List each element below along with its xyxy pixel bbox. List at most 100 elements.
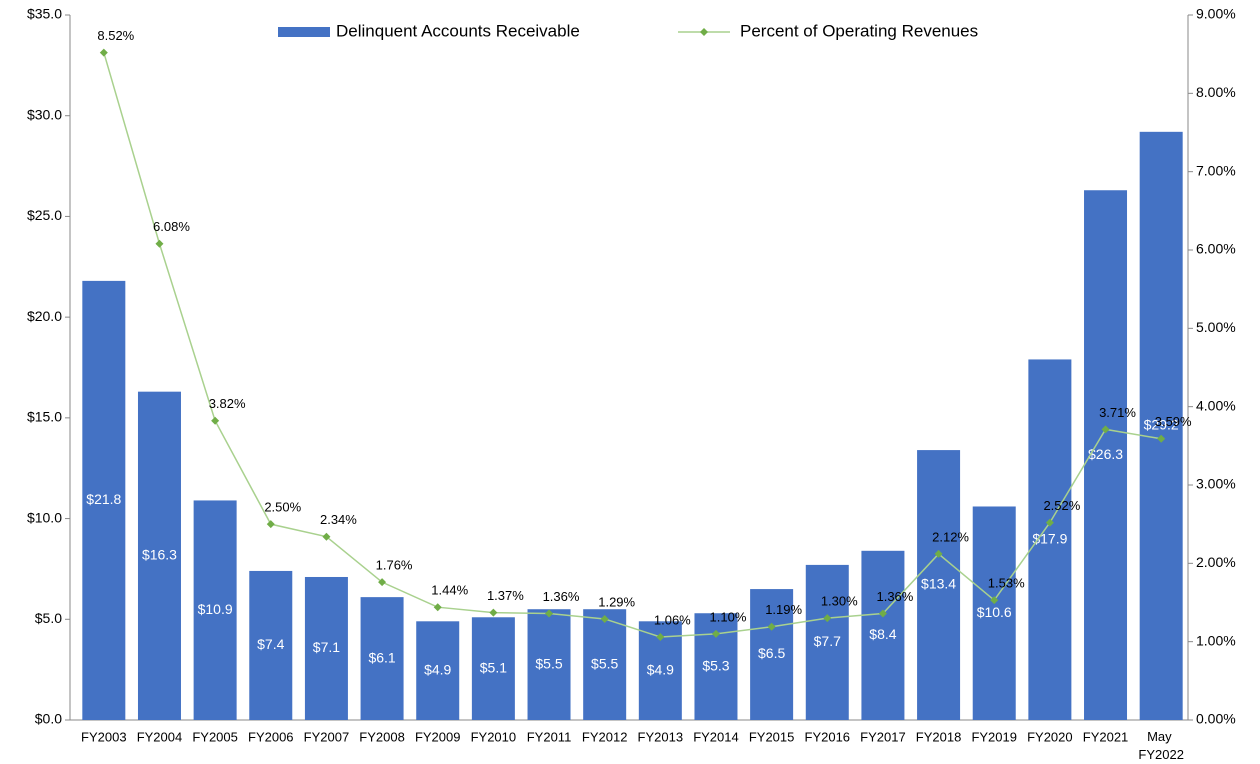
x-tick-label: FY2014 (693, 729, 739, 744)
bar (861, 550, 905, 720)
bar-value-label: $10.9 (198, 601, 233, 617)
line-marker (1157, 434, 1166, 443)
line-marker (823, 614, 832, 623)
line-marker (322, 532, 331, 541)
line-marker (266, 520, 275, 529)
bar-value-label: $26.3 (1088, 446, 1123, 462)
bar (304, 576, 348, 720)
bar (750, 589, 794, 720)
line-value-label: 1.19% (765, 602, 802, 617)
y-tick-label: $20.0 (27, 308, 62, 324)
line-marker (1101, 425, 1110, 434)
line-value-label: 3.71% (1099, 405, 1136, 420)
line-marker (155, 239, 164, 248)
y2-tick-label: 2.00% (1196, 554, 1236, 570)
y2-tick-label: 0.00% (1196, 711, 1236, 727)
x-tick-label: FY2019 (971, 729, 1017, 744)
line-marker (211, 416, 220, 425)
legend-swatch (278, 27, 330, 37)
line-value-label: 1.44% (431, 583, 468, 598)
line-marker (545, 609, 554, 618)
bar-value-label: $7.4 (257, 636, 284, 652)
y2-tick-label: 5.00% (1196, 319, 1236, 335)
x-tick-label: FY2007 (304, 729, 350, 744)
line-marker (600, 614, 609, 623)
line-value-label: 3.59% (1155, 414, 1192, 429)
line-value-label: 1.53% (988, 576, 1025, 591)
x-tick-label: FY2011 (527, 729, 572, 744)
x-tick-label: FY2018 (916, 729, 962, 744)
line-marker (767, 622, 776, 631)
x-tick-label: FY2021 (1083, 729, 1129, 744)
y2-tick-label: 4.00% (1196, 397, 1236, 413)
line-value-label: 2.52% (1043, 498, 1080, 513)
x-tick-label: FY2016 (805, 729, 851, 744)
bar (193, 500, 237, 720)
x-tick-label: FY2015 (749, 729, 795, 744)
line-marker (711, 629, 720, 638)
line-value-label: 8.52% (97, 28, 134, 43)
x-tick-label: FY2008 (359, 729, 405, 744)
x-tick-label: FY2020 (1027, 729, 1073, 744)
bar (1139, 131, 1183, 721)
x-tick-label: FY2006 (248, 729, 294, 744)
line-marker (99, 48, 108, 57)
bar-value-label: $13.4 (921, 576, 956, 592)
bar-value-label: $4.9 (424, 661, 451, 677)
y-tick-label: $35.0 (27, 6, 62, 22)
y-tick-label: $0.0 (35, 711, 62, 727)
x-tick-label: FY2010 (471, 729, 517, 744)
bar (527, 609, 571, 720)
bar-value-label: $29.2 (1144, 417, 1179, 433)
bar-value-label: $5.1 (480, 659, 507, 675)
bar (805, 564, 849, 720)
x-tick-label: FY2017 (860, 729, 906, 744)
line-value-label: 1.10% (710, 609, 747, 624)
line-value-label: 1.30% (821, 594, 858, 609)
y-tick-label: $15.0 (27, 409, 62, 425)
line-marker (934, 549, 943, 558)
bar-value-label: $7.1 (313, 639, 340, 655)
line-marker (378, 578, 387, 587)
bar (82, 280, 126, 720)
y2-tick-label: 1.00% (1196, 632, 1236, 648)
bar (471, 617, 515, 720)
y2-tick-label: 8.00% (1196, 84, 1236, 100)
bar-value-label: $6.1 (368, 649, 395, 665)
bar (360, 597, 404, 720)
line-value-label: 2.12% (932, 529, 969, 544)
y2-tick-label: 9.00% (1196, 6, 1236, 22)
legend-marker (700, 28, 708, 36)
x-tick-label: FY2003 (81, 729, 127, 744)
line-value-label: 1.06% (654, 612, 691, 627)
bar (972, 506, 1016, 720)
bar-value-label: $8.4 (869, 626, 896, 642)
y-tick-label: $30.0 (27, 106, 62, 122)
line-marker (656, 632, 665, 641)
bar (1084, 190, 1128, 720)
line-marker (990, 596, 999, 605)
legend-label: Percent of Operating Revenues (740, 21, 978, 40)
line-value-label: 1.36% (543, 589, 580, 604)
x-tick-label: FY2009 (415, 729, 461, 744)
bar (917, 450, 961, 720)
line (103, 52, 1162, 638)
line-marker (489, 608, 498, 617)
y-tick-label: $25.0 (27, 207, 62, 223)
line-value-label: 3.82% (209, 396, 246, 411)
y-tick-label: $5.0 (35, 610, 62, 626)
line-value-label: 1.37% (487, 588, 524, 603)
line-value-label: 6.08% (153, 219, 190, 234)
line-marker (1045, 518, 1054, 527)
x-tick-label: FY2012 (582, 729, 628, 744)
bar (1028, 359, 1072, 720)
bar-value-label: $5.5 (591, 655, 618, 671)
bar (583, 609, 627, 720)
bar-value-label: $16.3 (142, 547, 177, 563)
bar (137, 391, 181, 720)
legend-label: Delinquent Accounts Receivable (336, 21, 580, 40)
bar-value-label: $5.5 (535, 655, 562, 671)
line-value-label: 1.76% (376, 558, 413, 573)
x-tick-label: FY2005 (192, 729, 238, 744)
x-tick-label: May FY2022 (1138, 729, 1184, 762)
